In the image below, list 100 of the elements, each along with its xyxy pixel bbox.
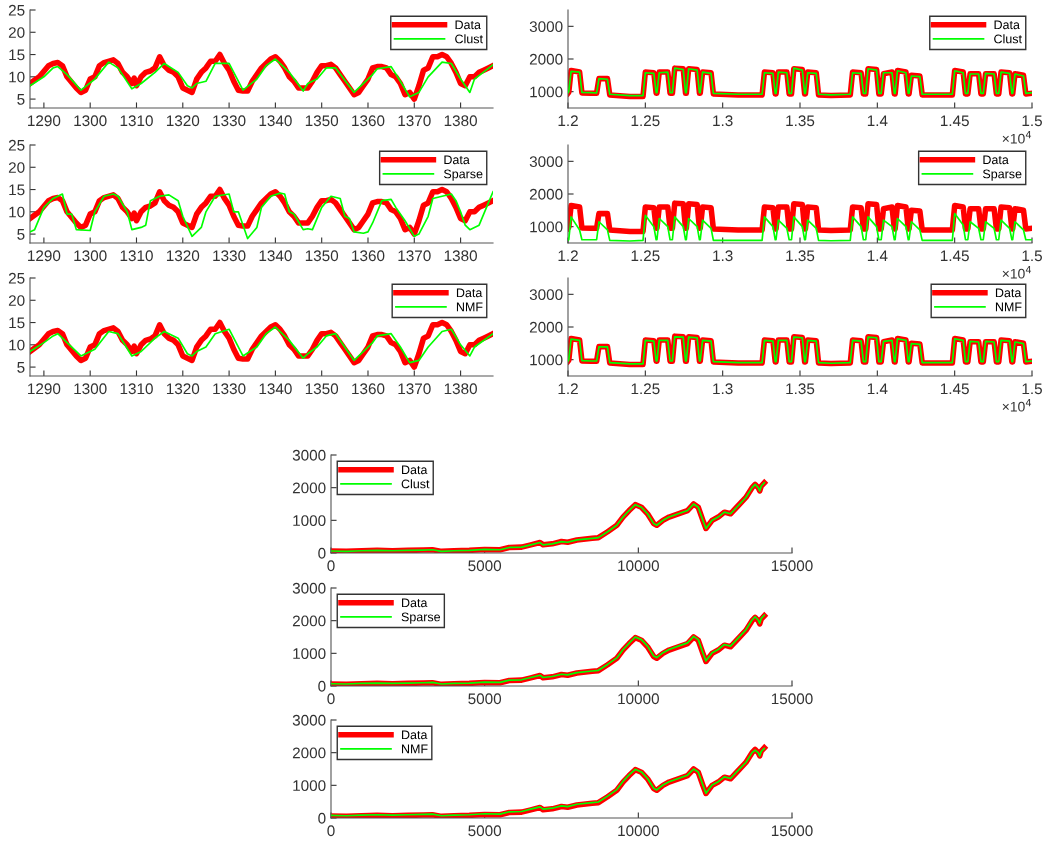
- y-tick-label: 20: [8, 27, 25, 38]
- x-tick-label: 5000: [468, 825, 502, 837]
- x-tick-label: 1310: [120, 383, 153, 395]
- x-tick-label: 1.45: [940, 115, 969, 127]
- legend-label: NMF: [456, 302, 483, 312]
- x-tick-label: 1320: [166, 115, 200, 127]
- text: ×10$^{4}$: [1002, 399, 1032, 412]
- x-tick-label: 10000: [618, 693, 659, 705]
- x-tick-label: 0: [327, 693, 335, 705]
- y-tick-label: 3000: [292, 449, 326, 461]
- x-tick-label: 1330: [213, 383, 246, 395]
- legend-label: Sparse: [982, 169, 1022, 181]
- x-tick-label: 1.4: [867, 250, 888, 262]
- x-tick-label: 1.2: [558, 250, 578, 262]
- legend-label: Clust: [401, 479, 430, 489]
- y-tick-label: 2000: [529, 188, 563, 200]
- legend-label: Clust: [994, 34, 1022, 44]
- x-tick-label: 1330: [213, 250, 246, 262]
- y-tick-label: 15: [9, 49, 25, 61]
- y-tick-label: 3000: [529, 21, 563, 33]
- legend-label: Data: [994, 20, 1020, 30]
- y-tick-label: 25: [8, 4, 25, 16]
- legend-label: Data: [983, 155, 1009, 165]
- x-tick-label: 1360: [352, 115, 385, 127]
- legend-label: NMF: [402, 744, 428, 754]
- text: ×10$^{4}$: [1002, 131, 1032, 144]
- x-tick-label: 1310: [120, 250, 153, 262]
- x-tick-label: 0: [327, 825, 335, 837]
- y-tick-label: 5: [17, 94, 25, 105]
- x-tick-label: 1320: [166, 250, 200, 262]
- x-tick-label: 1.25: [631, 250, 660, 262]
- y-tick-label: 1000: [530, 86, 563, 98]
- y-tick-label: 3000: [292, 582, 326, 594]
- x-tick-label: 1350: [305, 383, 339, 395]
- x-tick-label: 1370: [398, 115, 431, 127]
- y-tick-label: 20: [8, 162, 25, 173]
- legend-label: Data: [402, 730, 428, 740]
- legend-label: Data: [456, 288, 483, 298]
- x-tick-label: 1340: [259, 383, 292, 395]
- x-tick-label: 1.4: [867, 383, 888, 395]
- x-tick-label: 1360: [352, 383, 385, 395]
- x-tick-label: 1370: [398, 250, 431, 262]
- x-tick-label: 1.3: [713, 383, 733, 395]
- legend-label: Clust: [455, 34, 483, 44]
- x-tick-label: 1.35: [786, 250, 815, 262]
- x-tick-label: 1.2: [558, 115, 578, 127]
- x-tick-label: 5000: [468, 560, 502, 572]
- x-tick-label: 1.5: [1022, 250, 1042, 262]
- legend-label: Sparse: [443, 169, 483, 181]
- x-tick-label: 1.2: [558, 383, 578, 395]
- y-tick-label: 5: [17, 229, 25, 240]
- y-tick-label: 5: [17, 362, 25, 373]
- y-tick-label: 10: [9, 339, 25, 351]
- x-tick-label: 1.25: [631, 115, 660, 127]
- y-tick-label: 0: [318, 547, 326, 559]
- x-tick-label: 1340: [259, 250, 292, 262]
- x-tick-label: 1360: [352, 250, 385, 262]
- y-tick-label: 0: [318, 680, 326, 692]
- x-tick-label: 1380: [444, 115, 477, 127]
- x-tick-label: 1.35: [786, 115, 815, 127]
- y-tick-label: 1000: [530, 221, 563, 233]
- x-tick-label: 1380: [444, 250, 477, 262]
- x-tick-label: 1330: [213, 115, 246, 127]
- y-tick-label: 20: [8, 295, 25, 306]
- y-tick-label: 3000: [529, 289, 563, 301]
- y-tick-label: 1000: [530, 354, 563, 366]
- y-tick-label: 1000: [293, 648, 326, 660]
- x-tick-label: 0: [327, 560, 335, 572]
- x-tick-label: 1.35: [786, 383, 815, 395]
- x-tick-label: 1290: [28, 383, 61, 395]
- x-tick-label: 1340: [259, 115, 292, 127]
- x-tick-label: 1.3: [713, 250, 733, 262]
- x-tick-label: 1310: [120, 115, 153, 127]
- x-tick-label: 1300: [74, 115, 107, 127]
- x-tick-label: 10000: [618, 825, 659, 837]
- y-tick-label: 15: [9, 184, 25, 196]
- x-tick-label: 15000: [771, 693, 813, 705]
- y-tick-label: 1000: [293, 780, 326, 792]
- legend-label: Data: [402, 598, 428, 608]
- legend-label: NMF: [995, 302, 1022, 312]
- y-tick-label: 2000: [292, 615, 326, 627]
- y-tick-label: 3000: [529, 156, 563, 168]
- y-tick-label: 25: [8, 139, 25, 151]
- x-tick-label: 1290: [28, 250, 61, 262]
- legend-label: Data: [995, 288, 1022, 298]
- x-tick-label: 1.25: [631, 383, 660, 395]
- x-tick-label: 5000: [468, 693, 502, 705]
- x-tick-label: 15000: [771, 825, 813, 837]
- y-tick-label: 2000: [529, 53, 563, 65]
- legend-label: Sparse: [401, 612, 441, 624]
- y-tick-label: 0: [318, 812, 326, 824]
- x-tick-label: 1.4: [867, 115, 888, 127]
- x-tick-label: 1380: [444, 383, 477, 395]
- x-tick-label: 1350: [305, 250, 339, 262]
- x-tick-label: 1300: [74, 250, 107, 262]
- y-tick-label: 10: [9, 206, 25, 218]
- y-tick-label: 25: [8, 272, 25, 284]
- y-tick-label: 2000: [529, 321, 563, 333]
- x-tick-label: 1.45: [940, 250, 969, 262]
- x-tick-label: 1.45: [940, 383, 969, 395]
